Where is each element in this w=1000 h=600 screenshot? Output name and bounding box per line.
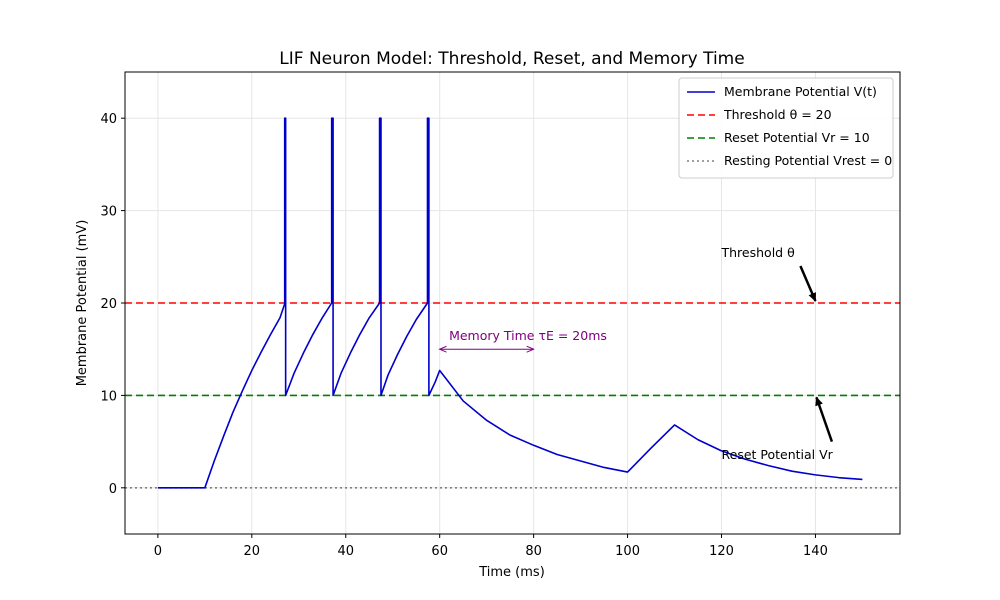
x-tick-label: 120: [709, 544, 734, 559]
legend-label: Resting Potential Vrest = 0: [724, 153, 892, 168]
series-layer: [157, 117, 863, 489]
y-tick-label: 0: [109, 482, 117, 497]
x-tick-label: 80: [525, 544, 542, 559]
y-tick-label: 40: [100, 112, 117, 127]
reset-annotation-arrow: [815, 396, 834, 443]
x-tick-label: 0: [154, 544, 162, 559]
y-tick-label: 10: [100, 389, 117, 404]
chart-title: LIF Neuron Model: Threshold, Reset, and …: [279, 49, 744, 69]
threshold-annotation-arrow: [799, 265, 817, 302]
x-tick-label: 20: [244, 544, 261, 559]
y-tick-label: 30: [100, 205, 117, 220]
legend-box: [678, 77, 894, 179]
x-tick-label: 60: [431, 544, 448, 559]
legend-label: Threshold θ = 20: [723, 107, 832, 122]
annotations: Threshold θ Reset Potential Vr Memory Time…: [440, 245, 834, 462]
membrane-potential-line: [157, 117, 863, 489]
threshold-annotation-text: Threshold θ: [721, 245, 795, 260]
ticks: 0 20 40 60 80 100 120 140 0 10 20 30 40: [100, 112, 827, 559]
x-axis-label: Time (ms): [478, 565, 545, 580]
legend-label: Reset Potential Vr = 10: [724, 130, 870, 145]
y-axis-label: Membrane Potential (mV): [75, 220, 90, 387]
y-tick-label: 20: [100, 297, 117, 312]
legend-label: Membrane Potential V(t): [724, 84, 877, 99]
legend: Membrane Potential V(t) Threshold θ = 20 R…: [678, 77, 894, 179]
x-tick-label: 40: [337, 544, 354, 559]
reset-annotation-text: Reset Potential Vr: [722, 447, 834, 462]
reference-lines: [125, 302, 900, 489]
x-tick-label: 140: [803, 544, 828, 559]
memory-time-annotation-text: Memory Time τE = 20ms: [449, 328, 607, 343]
x-tick-label: 100: [615, 544, 640, 559]
